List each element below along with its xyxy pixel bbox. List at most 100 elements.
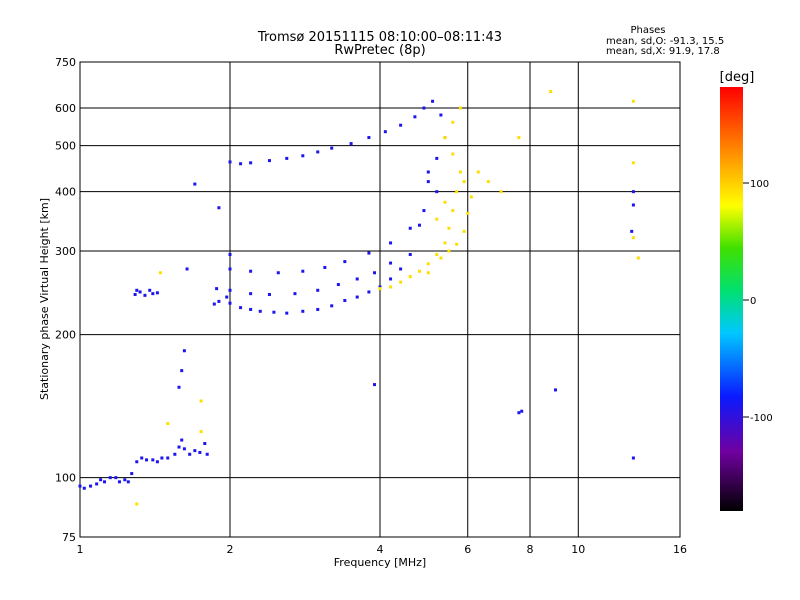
y-tick-label: 600 (55, 102, 76, 115)
data-point (426, 180, 430, 184)
data-point (367, 136, 371, 140)
y-tick-label: 300 (55, 245, 76, 258)
data-point (203, 442, 207, 446)
data-point (123, 478, 127, 482)
data-point (135, 502, 139, 506)
data-point (217, 206, 221, 210)
data-point (228, 288, 232, 292)
data-point (258, 309, 262, 313)
data-point (426, 170, 430, 174)
data-point (193, 182, 197, 186)
data-point (373, 271, 377, 275)
x-tick-label: 2 (227, 543, 234, 556)
data-point (455, 190, 459, 194)
data-point (193, 449, 197, 453)
data-point (553, 388, 557, 392)
data-point (408, 275, 412, 279)
data-point (301, 309, 305, 313)
data-point (631, 203, 635, 207)
data-point (443, 136, 447, 140)
data-point (166, 422, 170, 426)
data-point (439, 256, 443, 260)
data-point (199, 430, 203, 434)
x-tick-label: 1 (77, 543, 84, 556)
data-point (426, 271, 430, 275)
data-point (135, 460, 139, 464)
y-tick-label: 200 (55, 329, 76, 342)
data-point (215, 287, 219, 291)
data-point (343, 299, 347, 303)
chart-subtitle: RwPretec (8p) (334, 43, 425, 58)
data-point (383, 130, 387, 134)
data-point (631, 190, 635, 194)
data-point (225, 295, 229, 299)
colorbar-tick-label: 100 (750, 179, 769, 190)
data-point (367, 251, 371, 255)
data-point (267, 292, 271, 296)
data-point (630, 229, 634, 233)
chart-title: Tromsø 20151115 08:10:00–08:11:43 (257, 30, 502, 45)
data-point (145, 458, 149, 462)
data-point (180, 369, 184, 373)
data-point (458, 170, 462, 174)
data-point (378, 287, 382, 291)
data-point (276, 271, 280, 275)
data-point (431, 99, 435, 103)
data-point (78, 484, 82, 488)
data-point (443, 241, 447, 245)
data-point (435, 217, 439, 221)
data-point (417, 269, 421, 273)
data-point (285, 156, 289, 160)
data-point (103, 480, 107, 484)
data-point (355, 295, 359, 299)
x-tick-label: 4 (377, 543, 384, 556)
data-point (166, 456, 170, 460)
data-point (199, 399, 203, 403)
data-point (486, 180, 490, 184)
y-axis-title: Stationary phase Virtual Height [km] (38, 198, 51, 400)
x-tick-label: 6 (464, 543, 471, 556)
data-point (249, 269, 253, 273)
grid (80, 62, 680, 537)
data-point (177, 445, 181, 449)
data-point (399, 123, 403, 127)
data-point (435, 252, 439, 256)
phase-stats-x: mean, sd,X: 91.9, 17.8 (606, 46, 720, 57)
data-point (422, 209, 426, 213)
data-point (417, 223, 421, 227)
data-point (389, 241, 393, 245)
data-point (239, 306, 243, 310)
data-point (631, 161, 635, 165)
data-point (239, 162, 243, 166)
data-point (151, 292, 155, 296)
y-tick-label: 75 (62, 531, 76, 544)
data-point (435, 156, 439, 160)
data-point (185, 267, 189, 271)
data-point (399, 267, 403, 271)
data-point (228, 301, 232, 305)
data-point (447, 249, 451, 253)
data-point (466, 211, 470, 215)
data-point (330, 146, 334, 150)
data-point (458, 106, 462, 110)
data-point (177, 385, 181, 389)
data-point (135, 288, 139, 292)
data-point (520, 409, 524, 413)
data-point (182, 447, 186, 451)
data-point (499, 190, 503, 194)
data-point (285, 311, 289, 315)
data-point (462, 180, 466, 184)
data-point (426, 262, 430, 266)
x-ticks: 1 2 4 6 8 10 16 (77, 543, 688, 556)
data-point (151, 458, 155, 462)
data-point (143, 293, 147, 297)
data-point (549, 90, 553, 94)
data-point (272, 310, 276, 314)
data-point (373, 383, 377, 387)
data-point (631, 236, 635, 240)
data-point (517, 136, 521, 140)
data-point (349, 142, 353, 146)
data-point (413, 115, 417, 119)
data-point (316, 307, 320, 311)
